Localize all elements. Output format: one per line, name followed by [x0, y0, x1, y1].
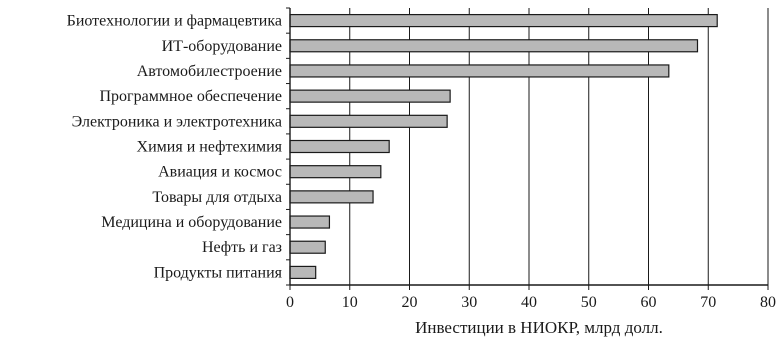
- category-labels: Биотехнологии и фармацевтика ИТ-оборудова…: [67, 13, 283, 282]
- category-label-5: Химия и нефтехимия: [137, 139, 283, 156]
- bar-1: [289, 39, 699, 53]
- category-label-4: Электроника и электротехника: [72, 113, 282, 130]
- gridlines: [349, 8, 769, 285]
- category-label-3: Программное обеспечение: [100, 88, 283, 105]
- bar-9: [289, 240, 326, 254]
- category-label-0: Биотехнологии и фармацевтика: [67, 13, 282, 30]
- bar-0: [289, 13, 718, 28]
- x-axis-title: Инвестиции в НИОКР, млрд долл.: [415, 318, 663, 337]
- bar-8: [289, 215, 331, 229]
- bar-6: [289, 165, 382, 179]
- category-label-10: Продукты питания: [154, 264, 283, 281]
- category-label-2: Автомобилестроение: [137, 63, 282, 80]
- category-label-7: Товары для отдыха: [152, 189, 282, 206]
- bar-5: [289, 139, 390, 154]
- x-tick-label-10: 10: [342, 294, 358, 311]
- category-label-9: Нефть и газ: [202, 239, 282, 256]
- bar-3: [289, 89, 451, 103]
- bar-7: [289, 190, 374, 204]
- x-tick-label-40: 40: [521, 294, 537, 311]
- bar-2: [289, 64, 670, 78]
- x-tick-label-50: 50: [581, 294, 597, 311]
- x-tick-label-20: 20: [402, 294, 418, 311]
- category-label-1: ИТ-оборудование: [162, 38, 282, 55]
- x-tick-label-80: 80: [760, 294, 776, 311]
- category-label-6: Авиация и космос: [158, 164, 282, 181]
- x-tick-label-30: 30: [461, 294, 477, 311]
- category-label-8: Медицина и оборудование: [101, 214, 282, 231]
- x-ticks: 0 10 20 30 40 50 60 70 80: [286, 285, 776, 311]
- x-tick-label-70: 70: [700, 294, 716, 311]
- bar-10: [289, 265, 317, 280]
- x-tick-label-0: 0: [286, 294, 294, 311]
- bars: [289, 13, 718, 280]
- bar-4: [289, 114, 448, 128]
- x-tick-label-60: 60: [641, 294, 657, 311]
